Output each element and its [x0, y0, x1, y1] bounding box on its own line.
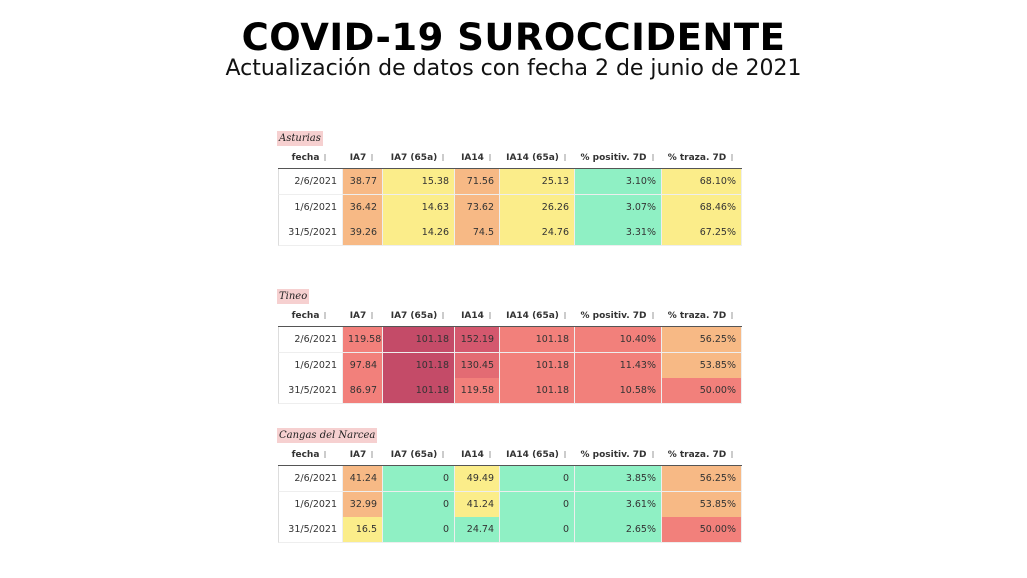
column-header[interactable]: fecha: [278, 444, 343, 466]
column-header[interactable]: fecha: [278, 147, 343, 169]
value-cell: 10.40%: [575, 327, 662, 353]
column-header[interactable]: IA14: [455, 444, 500, 466]
date-cell: 31/5/2021: [278, 378, 343, 404]
value-cell: 0: [500, 491, 575, 518]
column-header[interactable]: IA7 (65a): [383, 305, 455, 327]
column-header[interactable]: IA14: [455, 305, 500, 327]
value-cell: 68.46%: [662, 194, 742, 221]
value-cell: 41.24: [455, 491, 500, 518]
value-cell: 86.97: [343, 378, 383, 404]
column-header[interactable]: IA7 (65a): [383, 147, 455, 169]
column-header[interactable]: IA7: [343, 305, 383, 327]
value-cell: 24.76: [500, 220, 575, 246]
date-cell: 2/6/2021: [278, 466, 343, 492]
value-cell: 119.58: [343, 327, 383, 353]
table-title: Asturias: [277, 131, 323, 146]
column-header[interactable]: % positiv. 7D: [575, 444, 662, 466]
column-header[interactable]: % traza. 7D: [662, 444, 742, 466]
value-cell: 0: [383, 466, 455, 492]
value-cell: 152.19: [455, 327, 500, 353]
value-cell: 0: [500, 466, 575, 492]
date-cell: 31/5/2021: [278, 517, 343, 543]
value-cell: 3.07%: [575, 194, 662, 221]
value-cell: 74.5: [455, 220, 500, 246]
column-header[interactable]: IA14 (65a): [500, 147, 575, 169]
date-cell: 1/6/2021: [278, 352, 343, 379]
value-cell: 71.56: [455, 169, 500, 195]
value-cell: 3.85%: [575, 466, 662, 492]
column-header[interactable]: IA7 (65a): [383, 444, 455, 466]
date-cell: 1/6/2021: [278, 194, 343, 221]
value-cell: 14.63: [383, 194, 455, 221]
column-header[interactable]: IA7: [343, 147, 383, 169]
value-cell: 16.5: [343, 517, 383, 543]
column-header[interactable]: IA14: [455, 147, 500, 169]
column-header[interactable]: IA14 (65a): [500, 444, 575, 466]
value-cell: 36.42: [343, 194, 383, 221]
value-cell: 101.18: [383, 327, 455, 353]
value-cell: 97.84: [343, 352, 383, 379]
value-cell: 49.49: [455, 466, 500, 492]
value-cell: 24.74: [455, 517, 500, 543]
value-cell: 68.10%: [662, 169, 742, 195]
date-cell: 2/6/2021: [278, 169, 343, 195]
value-cell: 101.18: [500, 327, 575, 353]
value-cell: 14.26: [383, 220, 455, 246]
value-cell: 41.24: [343, 466, 383, 492]
date-cell: 1/6/2021: [278, 491, 343, 518]
value-cell: 101.18: [383, 378, 455, 404]
value-cell: 50.00%: [662, 517, 742, 543]
value-cell: 0: [383, 491, 455, 518]
value-cell: 15.38: [383, 169, 455, 195]
column-header[interactable]: % positiv. 7D: [575, 305, 662, 327]
table-title: Cangas del Narcea: [277, 428, 378, 443]
table-title: Tineo: [277, 289, 310, 304]
column-header[interactable]: % positiv. 7D: [575, 147, 662, 169]
column-header[interactable]: IA7: [343, 444, 383, 466]
page-subtitle: Actualización de datos con fecha 2 de ju…: [225, 56, 802, 81]
date-cell: 31/5/2021: [278, 220, 343, 246]
value-cell: 3.61%: [575, 491, 662, 518]
value-cell: 11.43%: [575, 352, 662, 379]
column-header[interactable]: fecha: [278, 305, 343, 327]
value-cell: 130.45: [455, 352, 500, 379]
value-cell: 73.62: [455, 194, 500, 221]
value-cell: 39.26: [343, 220, 383, 246]
value-cell: 26.26: [500, 194, 575, 221]
value-cell: 25.13: [500, 169, 575, 195]
value-cell: 56.25%: [662, 466, 742, 492]
value-cell: 101.18: [383, 352, 455, 379]
value-cell: 53.85%: [662, 491, 742, 518]
value-cell: 101.18: [500, 378, 575, 404]
value-cell: 0: [383, 517, 455, 543]
value-cell: 32.99: [343, 491, 383, 518]
value-cell: 56.25%: [662, 327, 742, 353]
value-cell: 38.77: [343, 169, 383, 195]
value-cell: 50.00%: [662, 378, 742, 404]
value-cell: 101.18: [500, 352, 575, 379]
value-cell: 67.25%: [662, 220, 742, 246]
value-cell: 53.85%: [662, 352, 742, 379]
page-title: COVID-19 SUROCCIDENTE: [241, 16, 786, 59]
date-cell: 2/6/2021: [278, 327, 343, 353]
column-header[interactable]: IA14 (65a): [500, 305, 575, 327]
value-cell: 10.58%: [575, 378, 662, 404]
value-cell: 3.31%: [575, 220, 662, 246]
column-header[interactable]: % traza. 7D: [662, 305, 742, 327]
value-cell: 0: [500, 517, 575, 543]
value-cell: 119.58: [455, 378, 500, 404]
value-cell: 3.10%: [575, 169, 662, 195]
value-cell: 2.65%: [575, 517, 662, 543]
column-header[interactable]: % traza. 7D: [662, 147, 742, 169]
